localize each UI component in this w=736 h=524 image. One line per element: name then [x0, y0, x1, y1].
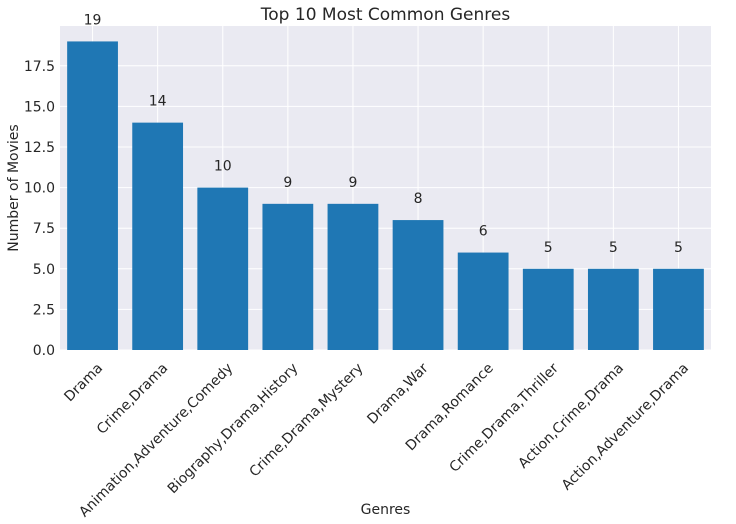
data-label: 5	[674, 240, 683, 256]
bar	[197, 187, 249, 350]
y-tick-label: 12.5	[24, 140, 55, 156]
bar	[132, 122, 184, 350]
bar	[587, 268, 639, 350]
chart-title: Top 10 Most Common Genres	[260, 5, 511, 25]
bar	[653, 268, 704, 350]
bar	[522, 268, 574, 350]
y-tick-label: 17.5	[24, 59, 55, 75]
y-tick-label: 10.0	[24, 181, 55, 197]
y-tick-label: 5.0	[33, 262, 55, 278]
y-tick-label: 2.5	[33, 302, 55, 318]
x-tick-label: Biography,Drama,History	[165, 360, 302, 497]
data-label: 19	[84, 12, 102, 28]
x-axis-label: Genres	[361, 502, 411, 518]
data-label: 9	[348, 175, 357, 191]
y-tick-label: 7.5	[33, 221, 55, 237]
y-tick-label: 0.0	[33, 343, 55, 359]
data-label: 14	[149, 94, 167, 110]
data-labels: 19 14 10 9 9 8 6 5 5 5	[84, 12, 683, 255]
bar	[67, 41, 118, 351]
data-label: 9	[283, 175, 292, 191]
data-label: 6	[479, 224, 488, 240]
data-label: 8	[414, 191, 423, 207]
bar	[262, 203, 314, 350]
bar	[392, 220, 444, 350]
x-tick-label: Crime,Drama,Thriller	[447, 360, 563, 476]
x-tick-label: Drama	[61, 360, 106, 405]
x-tick-label: Action,Crime,Drama	[515, 360, 627, 472]
y-tick-label: 15.0	[24, 99, 55, 115]
bars	[67, 41, 704, 351]
x-tick-labels: DramaCrime,DramaAnimation,Adventure,Come…	[61, 360, 692, 520]
bar	[327, 203, 379, 350]
y-axis-label: Number of Movies	[6, 124, 22, 251]
data-label: 5	[544, 240, 553, 256]
x-tick-label: Action,Adventure,Drama	[559, 360, 692, 493]
bar	[457, 252, 509, 350]
x-tick-label: Drama,War	[364, 360, 431, 427]
y-tick-labels: 0.0 2.5 5.0 7.5 10.0 12.5 15.0 17.5	[24, 59, 55, 359]
data-label: 10	[214, 159, 232, 175]
data-label: 5	[609, 240, 618, 256]
x-tick-label: Crime,Drama,Mystery	[247, 360, 367, 480]
